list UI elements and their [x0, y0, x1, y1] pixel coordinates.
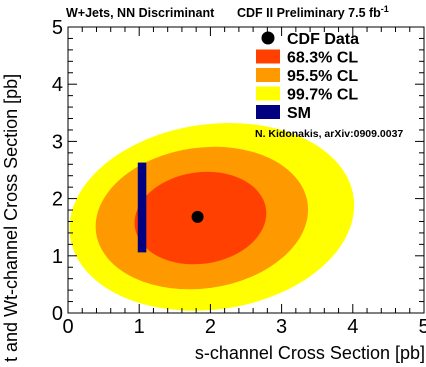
- y-tick-label: 2: [52, 189, 63, 211]
- y-tick-label: 1: [52, 246, 63, 268]
- axes: 0 1 2 3 4 5 0 1 2 3 4 5: [52, 17, 426, 338]
- y-tick-label: 4: [52, 74, 63, 96]
- x-tick-label: 5: [418, 316, 426, 338]
- x-axis-title: s-channel Cross Section [pb]: [195, 343, 425, 363]
- sm-prediction-band: [137, 162, 147, 253]
- legend-marker-data: [261, 31, 275, 45]
- legend-swatch-683cl: [256, 49, 280, 64]
- x-tick-label: 3: [276, 316, 287, 338]
- legend-label: SM: [287, 105, 311, 122]
- header-right: CDF II Preliminary 7.5 fb-1: [237, 4, 389, 20]
- legend-swatch-sm: [256, 105, 280, 119]
- legend-label: 68.3% CL: [287, 50, 358, 67]
- x-tick-label: 0: [62, 316, 73, 338]
- cdf-data-point: [191, 210, 204, 223]
- y-tick-label: 5: [52, 17, 63, 39]
- plot-frame: [67, 26, 425, 314]
- citation-annotation: N. Kidonakis, arXiv:0909.0037: [255, 128, 403, 140]
- chart-title: W+Jets, NN Discriminant: [66, 6, 215, 20]
- y-axis-title: t and Wt-channel Cross Section [pb]: [1, 74, 21, 362]
- legend-label: 95.5% CL: [287, 68, 358, 85]
- y-tick-label: 3: [52, 131, 63, 153]
- x-tick-label: 4: [347, 316, 358, 338]
- legend-label: 99.7% CL: [287, 87, 358, 104]
- x-tick-label: 2: [205, 316, 216, 338]
- x-tick-label: 1: [134, 316, 145, 338]
- legend-swatch-955cl: [256, 68, 280, 82]
- data-marks: [137, 162, 204, 253]
- y-tick-label: 0: [52, 303, 63, 325]
- legend-swatch-997cl: [256, 86, 280, 101]
- legend-label: CDF Data: [287, 31, 359, 48]
